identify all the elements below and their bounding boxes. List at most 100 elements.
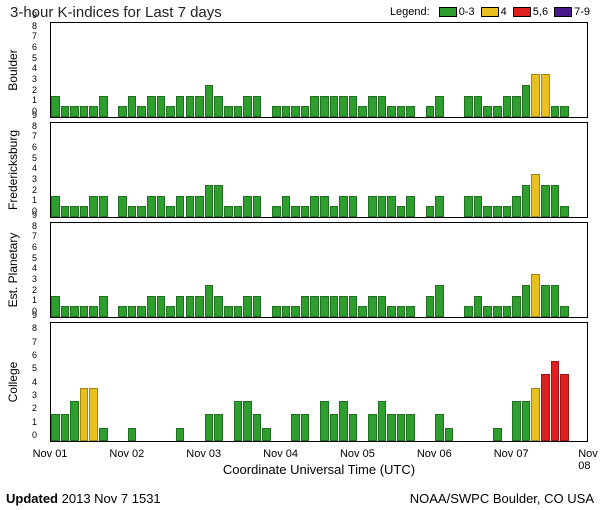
bar bbox=[166, 106, 175, 117]
bar bbox=[435, 96, 444, 117]
bar bbox=[70, 401, 79, 441]
legend-item: 7-9 bbox=[554, 6, 590, 18]
panel-label: Boulder bbox=[6, 20, 20, 120]
bar bbox=[397, 206, 406, 217]
y-tick: 5 bbox=[32, 363, 37, 373]
bar bbox=[128, 96, 137, 117]
bar bbox=[368, 296, 377, 317]
bar bbox=[512, 401, 521, 441]
bar bbox=[234, 106, 243, 117]
bar bbox=[435, 196, 444, 217]
bar bbox=[310, 296, 319, 317]
bar bbox=[474, 96, 483, 117]
bar bbox=[426, 106, 435, 117]
legend-swatch bbox=[439, 7, 457, 17]
bar bbox=[560, 206, 569, 217]
bar bbox=[99, 428, 108, 441]
bar bbox=[195, 96, 204, 117]
bar bbox=[522, 185, 531, 217]
legend-label: Legend: bbox=[390, 6, 430, 18]
chart-panel: Fredericksburg0123456789 bbox=[50, 122, 588, 218]
bar bbox=[531, 388, 540, 441]
bar bbox=[349, 414, 358, 441]
bar bbox=[272, 206, 281, 217]
legend-swatch bbox=[513, 7, 531, 17]
bar bbox=[483, 306, 492, 317]
bar bbox=[51, 414, 60, 441]
bar bbox=[551, 185, 560, 217]
bar bbox=[349, 96, 358, 117]
bar bbox=[358, 306, 367, 317]
bar bbox=[368, 414, 377, 441]
bar bbox=[137, 106, 146, 117]
legend: Legend: 0-345,67-9 bbox=[390, 6, 590, 18]
bar bbox=[166, 306, 175, 317]
legend-item: 4 bbox=[481, 6, 507, 18]
y-tick: 9 bbox=[32, 310, 37, 320]
legend-swatch bbox=[554, 7, 572, 17]
bar bbox=[531, 174, 540, 217]
bar bbox=[358, 106, 367, 117]
x-tick: Nov 07 bbox=[494, 448, 529, 460]
bar bbox=[118, 106, 127, 117]
chart-panel: Boulder0123456789 bbox=[50, 22, 588, 118]
bar bbox=[99, 96, 108, 117]
x-axis-label: Coordinate Universal Time (UTC) bbox=[50, 462, 588, 477]
bar bbox=[474, 196, 483, 217]
x-tick: Nov 04 bbox=[263, 448, 298, 460]
y-tick: 9 bbox=[32, 10, 37, 20]
x-tick: Nov 06 bbox=[417, 448, 452, 460]
bar bbox=[214, 414, 223, 441]
y-tick: 5 bbox=[32, 253, 37, 263]
bar bbox=[560, 106, 569, 117]
bar bbox=[166, 206, 175, 217]
bar bbox=[387, 306, 396, 317]
bar bbox=[176, 428, 185, 441]
bar bbox=[234, 401, 243, 441]
bar bbox=[512, 96, 521, 117]
y-tick: 9 bbox=[32, 110, 37, 120]
bar bbox=[99, 296, 108, 317]
bar bbox=[339, 401, 348, 441]
bar bbox=[157, 196, 166, 217]
bar bbox=[560, 374, 569, 441]
bar bbox=[272, 306, 281, 317]
legend-item: 5,6 bbox=[513, 6, 548, 18]
bar bbox=[531, 274, 540, 317]
bar bbox=[397, 106, 406, 117]
panel-label: Est. Planetary bbox=[6, 220, 20, 320]
bar bbox=[205, 185, 214, 217]
bar bbox=[397, 414, 406, 441]
y-tick: 2 bbox=[32, 285, 37, 295]
x-tick: Nov 05 bbox=[340, 448, 375, 460]
bar bbox=[89, 196, 98, 217]
bar bbox=[243, 96, 252, 117]
y-tick: 8 bbox=[32, 323, 37, 333]
panel-label: College bbox=[6, 332, 20, 432]
bar bbox=[99, 196, 108, 217]
bar bbox=[541, 374, 550, 441]
bar bbox=[234, 206, 243, 217]
bar bbox=[291, 206, 300, 217]
bar bbox=[339, 196, 348, 217]
bar bbox=[551, 361, 560, 441]
updated-label: Updated bbox=[6, 491, 58, 506]
bar bbox=[253, 414, 262, 441]
bar bbox=[310, 196, 319, 217]
bar bbox=[464, 306, 473, 317]
bar bbox=[118, 306, 127, 317]
bar bbox=[378, 401, 387, 441]
bar bbox=[118, 196, 127, 217]
panel-label: Fredericksburg bbox=[6, 120, 20, 220]
bar bbox=[522, 285, 531, 317]
bar bbox=[176, 96, 185, 117]
bar bbox=[330, 96, 339, 117]
bar bbox=[282, 196, 291, 217]
bar bbox=[51, 296, 60, 317]
bar bbox=[282, 106, 291, 117]
bar bbox=[339, 296, 348, 317]
bar bbox=[272, 106, 281, 117]
bar bbox=[70, 306, 79, 317]
bar bbox=[147, 296, 156, 317]
bar bbox=[512, 196, 521, 217]
